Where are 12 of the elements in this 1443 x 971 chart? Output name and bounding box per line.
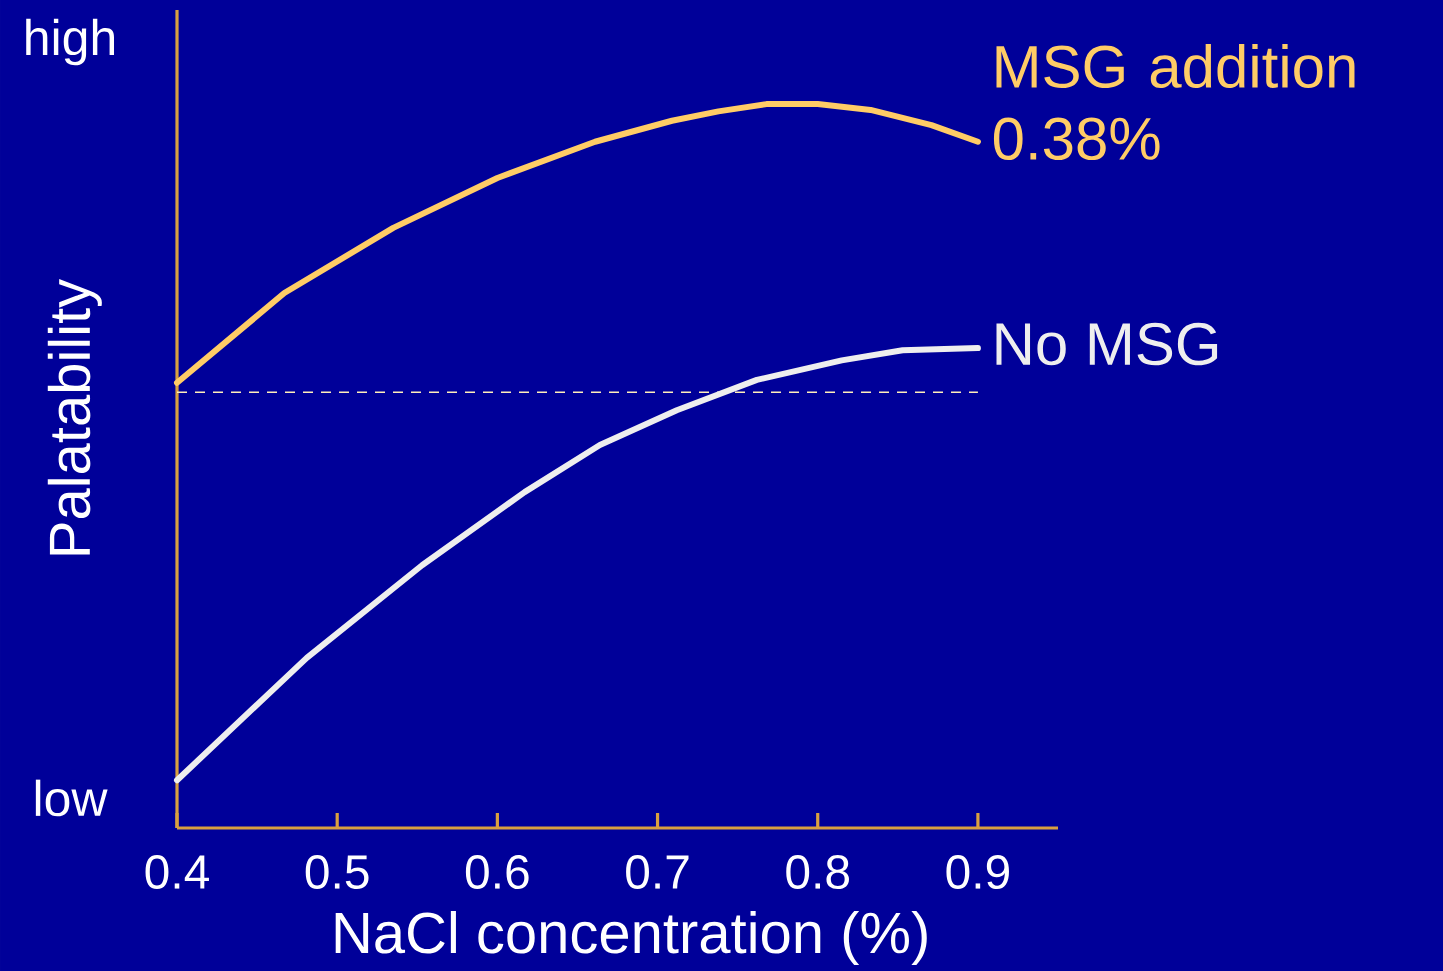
text: low	[35, 779, 108, 817]
text: high	[26, 18, 114, 66]
x-axis-title: NaCl concentration (%)	[335, 910, 927, 966]
y-axis-title: Palatability	[47, 278, 102, 555]
x-tick-label: 0.5	[305, 855, 369, 890]
x-tick-label: 0.4	[145, 855, 209, 890]
series-label: MSG addition 0.38%	[993, 44, 1355, 161]
x-tick-label: 0.6	[465, 855, 529, 890]
x-tick-label: 0.8	[786, 855, 849, 890]
series-label: No MSG	[996, 322, 1218, 366]
x-tick-label: 0.7	[626, 855, 689, 890]
x-tick-label: 0.9	[946, 855, 1009, 890]
